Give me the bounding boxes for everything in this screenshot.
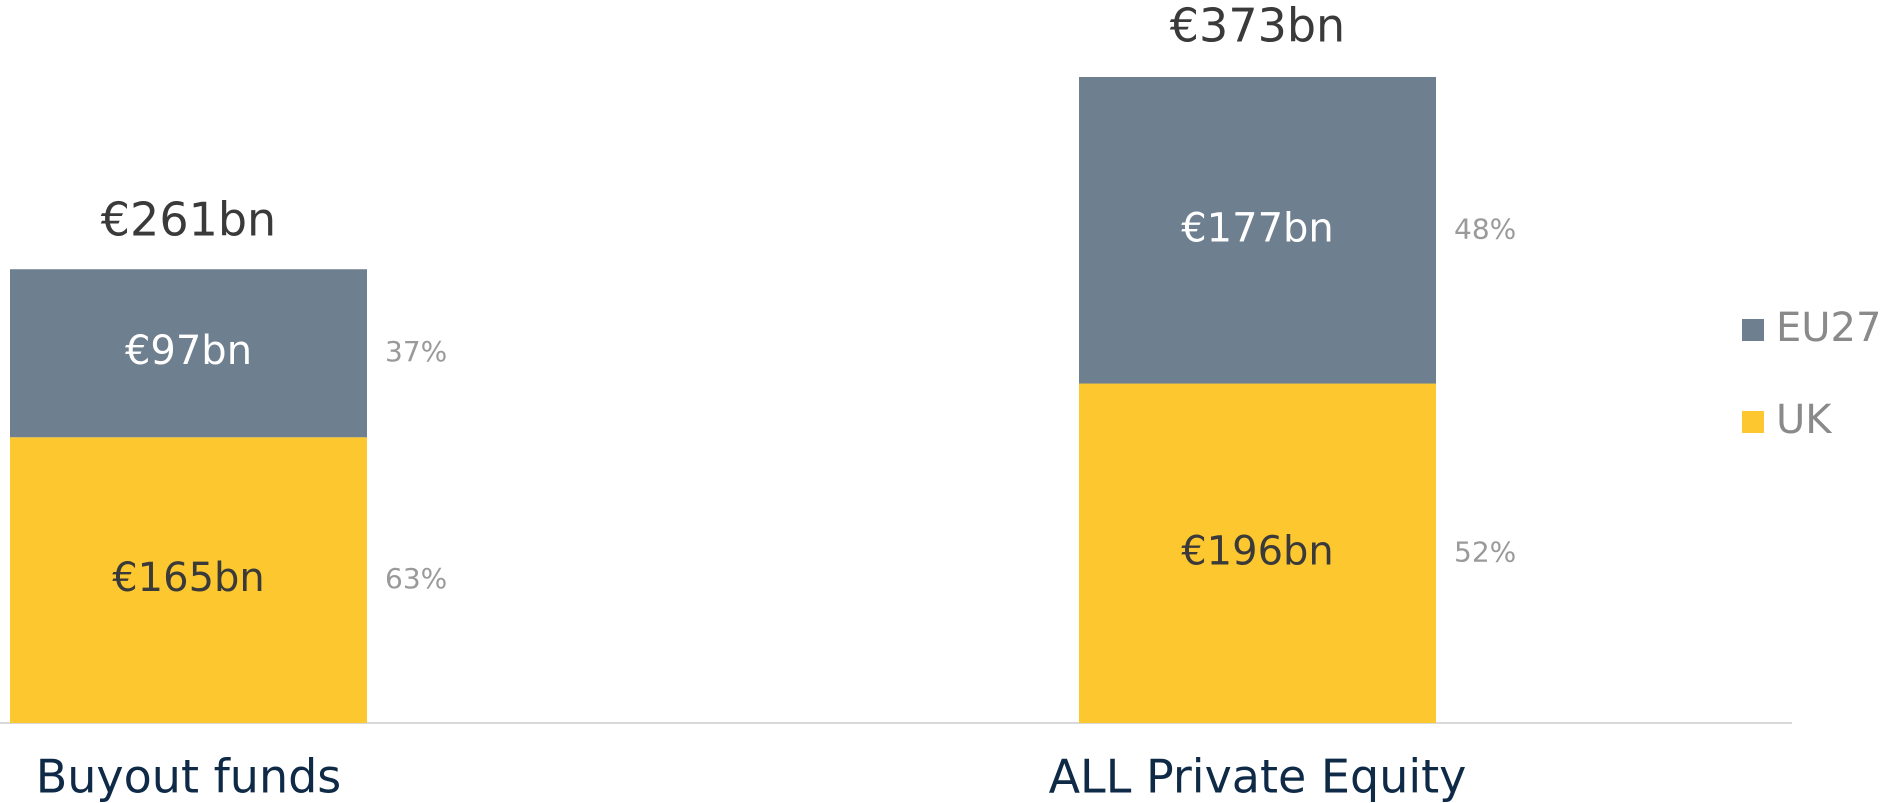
- value-label: €177bn: [1181, 205, 1334, 251]
- bar-segment: [10, 437, 367, 723]
- bar-segment: [1079, 383, 1436, 723]
- legend-label: EU27: [1776, 305, 1881, 351]
- x-tick-label: Buyout funds: [36, 750, 342, 803]
- legend-label: UK: [1776, 397, 1833, 443]
- share-label: 37%: [385, 335, 447, 368]
- share-label: 52%: [1454, 535, 1516, 568]
- share-label: 48%: [1454, 212, 1516, 245]
- total-label: €373bn: [1170, 0, 1345, 53]
- legend-swatch: [1742, 411, 1764, 433]
- legend-swatch: [1742, 319, 1764, 341]
- value-label: €97bn: [125, 328, 252, 374]
- x-tick-label: ALL Private Equity: [1049, 750, 1467, 803]
- total-label: €261bn: [101, 192, 276, 246]
- value-label: €196bn: [1181, 528, 1334, 574]
- bar-segment: [1079, 77, 1436, 384]
- bar-segment: [10, 269, 367, 438]
- share-label: 63%: [385, 562, 447, 595]
- value-label: €165bn: [112, 555, 265, 601]
